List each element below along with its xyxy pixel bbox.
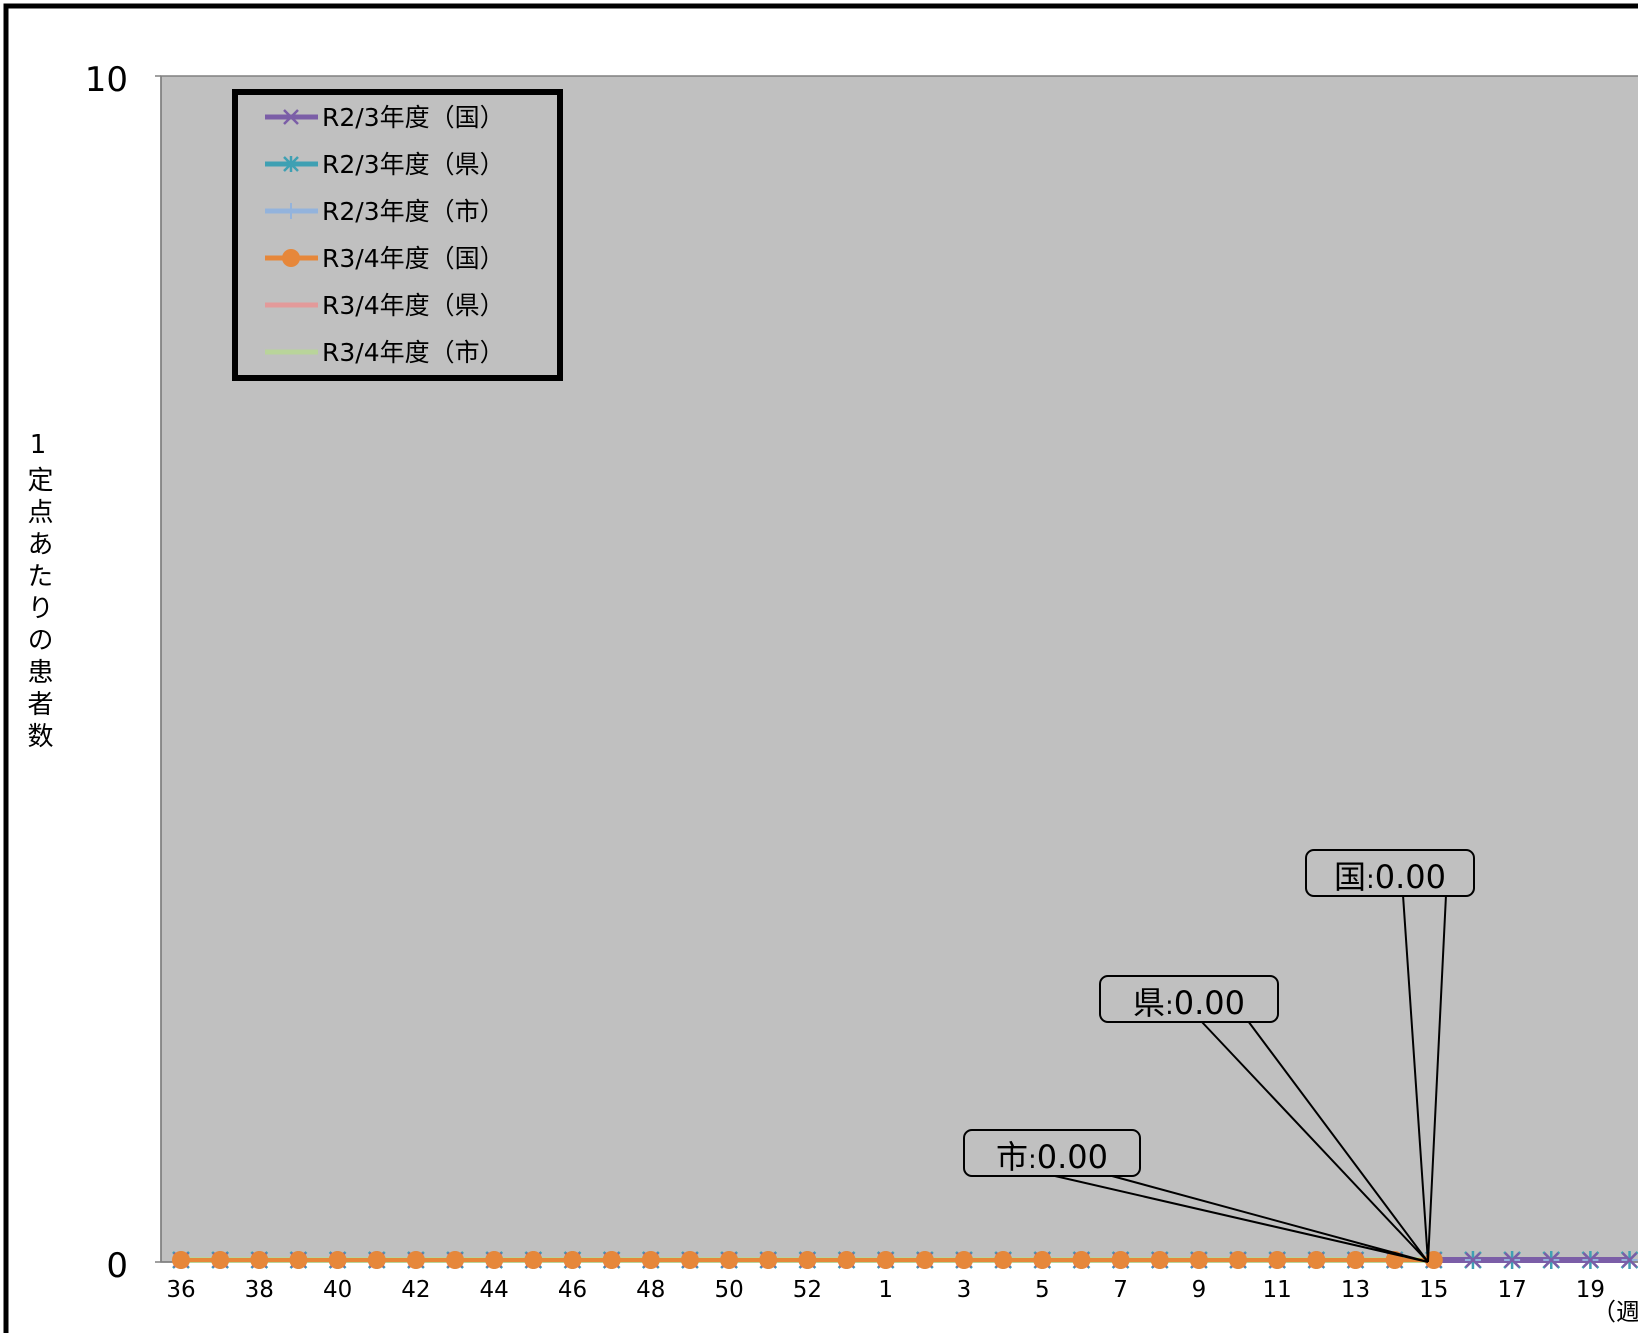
x-axis-label: （週） — [1592, 1298, 1638, 1326]
x-tick-label: 5 — [1035, 1277, 1050, 1303]
legend-label: R3/4年度（市） — [322, 338, 505, 367]
data-point — [876, 1251, 895, 1269]
callout-shi-pointer — [1054, 1175, 1429, 1263]
x-tick-label: 50 — [714, 1277, 743, 1303]
data-point — [524, 1251, 543, 1269]
x-tick-label: 1 — [878, 1277, 893, 1303]
data-point — [680, 1251, 699, 1269]
callout-shi-box — [963, 1129, 1141, 1177]
data-point — [1346, 1251, 1365, 1269]
legend-box — [232, 89, 563, 381]
data-point — [172, 1251, 190, 1269]
legend-label: R2/3年度（国） — [322, 103, 505, 132]
x-tick-label: 48 — [636, 1277, 665, 1303]
data-point — [837, 1251, 856, 1269]
data-point — [1504, 1252, 1520, 1268]
data-point — [406, 1251, 425, 1269]
x-tick-label: 44 — [480, 1277, 509, 1303]
x-tick-label: 52 — [793, 1277, 822, 1303]
legend-marker — [283, 109, 299, 125]
y-tick-label-max: 10 — [85, 60, 128, 100]
callout-ken-box — [1099, 975, 1279, 1023]
data-point — [1543, 1252, 1560, 1268]
callout-koku-text: 国:0.00 — [1334, 858, 1446, 896]
x-tick-labels: 36 38 40 42 44 46 48 50 52 1 3 5 7 9 11 13 15 17 19 — [166, 1277, 1605, 1303]
data-point — [1465, 1252, 1481, 1268]
x-tick-label: 17 — [1497, 1277, 1526, 1303]
data-point — [211, 1251, 230, 1269]
data-point — [446, 1251, 465, 1269]
x-tick-label: 46 — [558, 1277, 587, 1303]
data-point — [994, 1251, 1013, 1269]
data-point — [563, 1251, 582, 1269]
y-axis-label: 1定点あたりの患者数 — [23, 430, 53, 754]
callout-koku-value: 0.00 — [1375, 858, 1446, 896]
callout-shi-text: 市:0.00 — [996, 1138, 1108, 1176]
callout-shi-value: 0.00 — [1037, 1138, 1108, 1176]
x-tick-label: 36 — [166, 1277, 195, 1303]
callout-ken-sep: : — [1165, 991, 1174, 1021]
data-point — [1229, 1251, 1248, 1269]
data-point — [1268, 1251, 1287, 1269]
callout-koku-label: 国 — [1334, 858, 1366, 896]
x-tick-label: 3 — [957, 1277, 972, 1303]
legend-label: R3/4年度（国） — [322, 244, 505, 273]
legend: R2/3年度（国） R2/3年度（県） R2/3年度（市） R3/4年度（国） R3/4… — [232, 89, 563, 381]
data-point — [720, 1251, 739, 1269]
marker-layer — [172, 1251, 1638, 1269]
callout-koku-box — [1305, 849, 1475, 897]
data-point — [641, 1251, 660, 1269]
x-tick-label: 13 — [1341, 1277, 1370, 1303]
callout-shi: 市:0.00 — [963, 1129, 1429, 1263]
data-point — [798, 1251, 817, 1269]
data-point — [1033, 1251, 1052, 1269]
data-point — [250, 1251, 269, 1269]
callout-koku-sep: : — [1366, 865, 1375, 895]
data-point — [485, 1251, 504, 1269]
data-point — [1150, 1251, 1169, 1269]
data-point — [1582, 1252, 1599, 1268]
legend-label: R2/3年度（市） — [322, 197, 505, 226]
x-tick-label: 15 — [1419, 1277, 1448, 1303]
x-tick-label: 19 — [1576, 1277, 1605, 1303]
data-point — [1189, 1251, 1208, 1269]
x-tick-label: 42 — [401, 1277, 430, 1303]
data-point — [1072, 1251, 1091, 1269]
y-tick-label-min: 0 — [106, 1246, 128, 1286]
legend-items: R2/3年度（国） R2/3年度（県） R2/3年度（市） R3/4年度（国） R3/4… — [265, 103, 505, 367]
data-point — [1307, 1251, 1326, 1269]
data-point — [915, 1251, 934, 1269]
callout-ken-text: 県:0.00 — [1133, 984, 1245, 1022]
callout-ken: 県:0.00 — [1099, 975, 1429, 1263]
callout-koku: 国:0.00 — [1305, 849, 1475, 1263]
data-point — [289, 1251, 308, 1269]
callout-shi-sep: : — [1028, 1145, 1037, 1175]
legend-marker — [282, 249, 300, 267]
legend-label: R3/4年度（県） — [322, 291, 505, 320]
legend-label: R2/3年度（県） — [322, 150, 505, 179]
data-point — [328, 1251, 347, 1269]
callout-ken-label: 県 — [1133, 984, 1165, 1022]
x-tick-label: 9 — [1192, 1277, 1207, 1303]
x-tick-label: 40 — [323, 1277, 352, 1303]
data-point — [602, 1251, 621, 1269]
data-point — [759, 1251, 778, 1269]
legend-marker — [283, 156, 299, 172]
x-tick-label: 7 — [1113, 1277, 1128, 1303]
x-tick-label: 11 — [1263, 1277, 1292, 1303]
x-tick-label: 38 — [245, 1277, 274, 1303]
callout-shi-label: 市 — [996, 1138, 1028, 1176]
callout-ken-value: 0.00 — [1174, 984, 1245, 1022]
data-point — [367, 1251, 386, 1269]
data-point — [1111, 1251, 1130, 1269]
data-point — [955, 1251, 973, 1269]
data-point — [1621, 1252, 1638, 1268]
